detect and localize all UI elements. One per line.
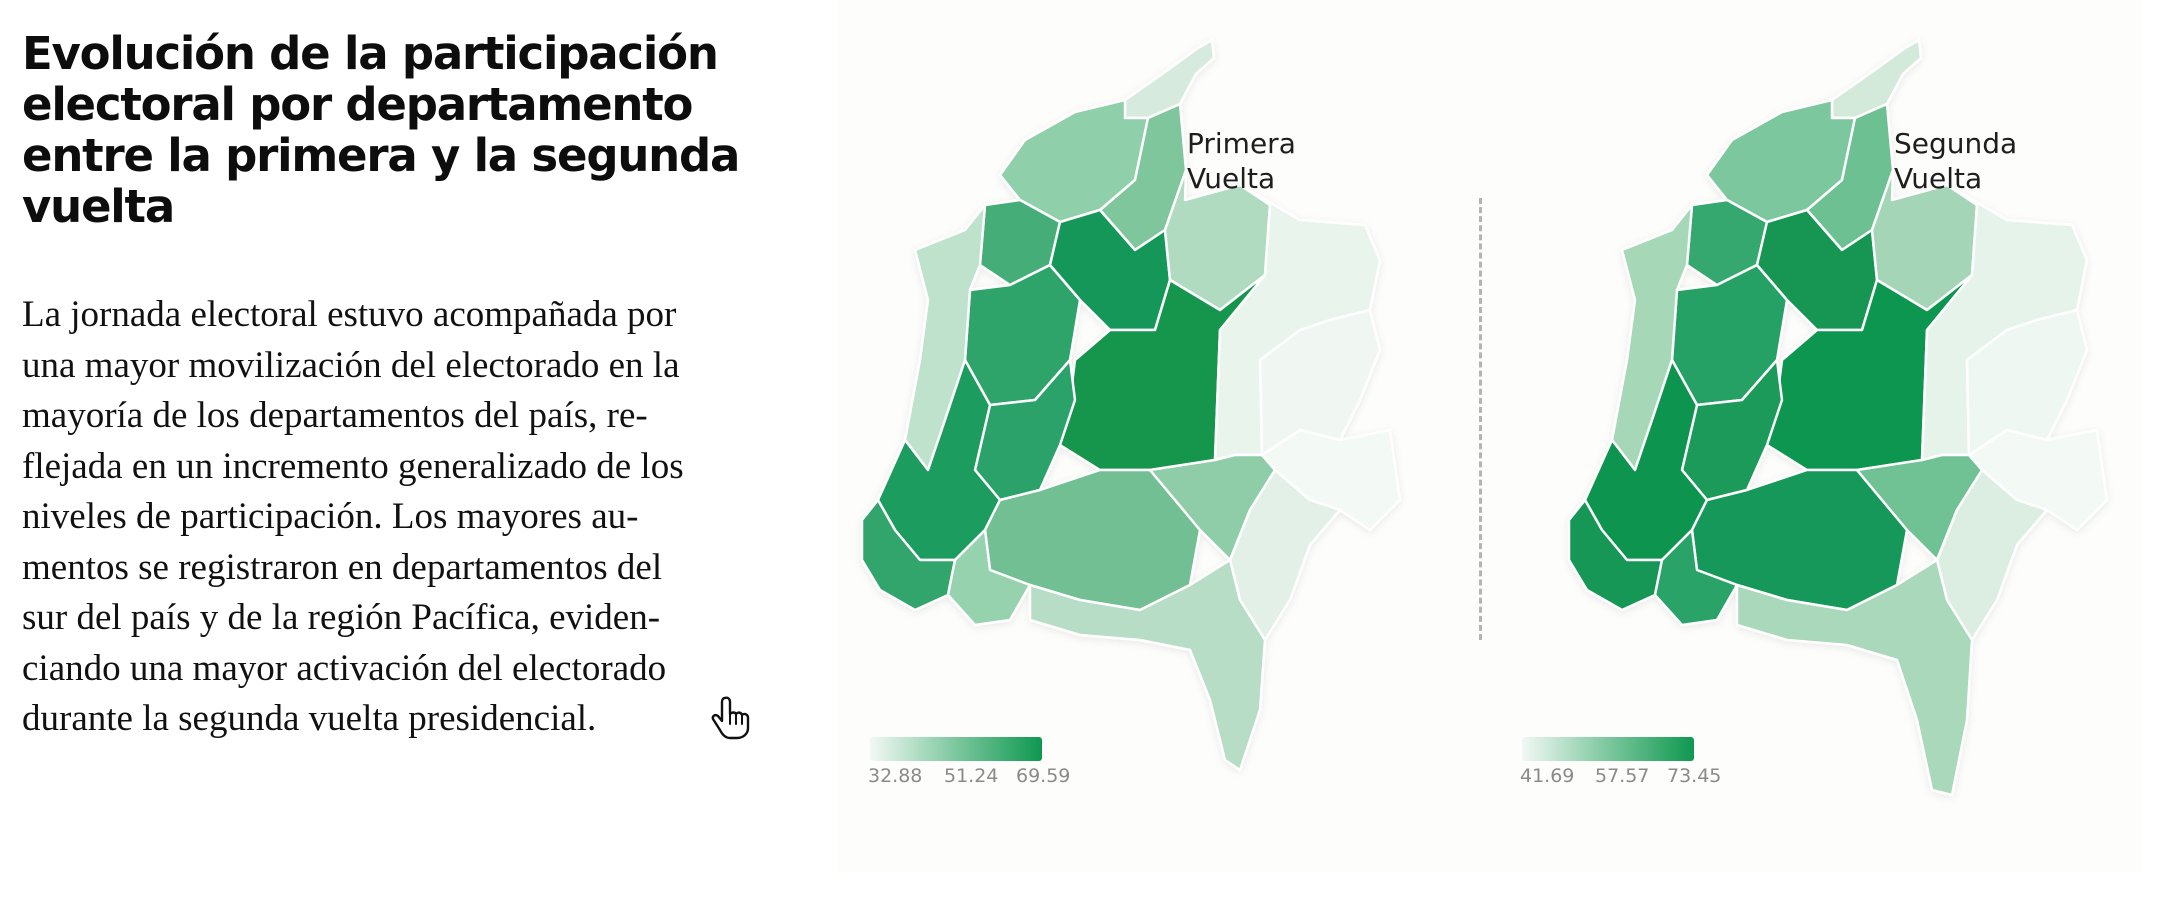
map-label-second-line1: Segunda bbox=[1894, 127, 2018, 160]
legend-first-max: 69.59 bbox=[1016, 765, 1071, 787]
region-amazonas bbox=[1028, 558, 1267, 772]
map-label-first-line2: Vuelta bbox=[1187, 162, 1276, 195]
map-divider bbox=[1479, 198, 1482, 640]
paragraph-line: flejada en un incremento generalizado de… bbox=[22, 445, 684, 487]
map-label-second: Segunda Vuelta bbox=[1894, 126, 2017, 196]
region-narino bbox=[1567, 498, 1664, 612]
article-title: Evolución de la participación electoral … bbox=[22, 27, 740, 233]
paragraph-line: ciando una mayor activación del electora… bbox=[22, 647, 667, 689]
region-putumayo bbox=[946, 528, 1032, 627]
paragraph-line: durante la segunda vuelta presidencial. bbox=[22, 698, 597, 739]
paragraph-line: sur del país y de la región Pacífica, ev… bbox=[22, 597, 661, 638]
paragraph-line: niveles de participación. Los mayores au… bbox=[22, 496, 639, 537]
region-putumayo bbox=[1653, 528, 1739, 627]
region-guajira bbox=[1123, 38, 1216, 120]
map-label-first: Primera Vuelta bbox=[1187, 126, 1296, 196]
region-amazonas bbox=[1735, 558, 1974, 797]
legend-second-mid: 57.57 bbox=[1595, 765, 1650, 787]
legend-bar-second bbox=[1522, 737, 1694, 761]
region-narino bbox=[860, 498, 957, 612]
legend-second-max: 73.45 bbox=[1667, 765, 1722, 787]
hand-pointer-icon bbox=[711, 696, 750, 740]
legend-bar-first bbox=[870, 737, 1042, 761]
legend-first-mid: 51.24 bbox=[944, 765, 999, 787]
map-label-second-line2: Vuelta bbox=[1894, 162, 1983, 195]
paragraph-line: La jornada electoral estuvo acompañada p… bbox=[22, 294, 677, 335]
map-second-round bbox=[1567, 38, 2109, 797]
paragraph-line: mentos se registraron en departamentos d… bbox=[22, 546, 663, 588]
legend-first-min: 32.88 bbox=[868, 765, 923, 787]
region-vichada-east bbox=[1258, 308, 1382, 457]
map-label-first-line1: Primera bbox=[1187, 127, 1296, 160]
map-first-round bbox=[860, 38, 1402, 772]
legend-second-min: 41.69 bbox=[1520, 765, 1575, 787]
region-vichada-east bbox=[1965, 308, 2089, 457]
region-guajira bbox=[1830, 38, 1923, 120]
paragraph-line: mayoría de los departamentos del país, r… bbox=[22, 395, 648, 436]
article-paragraph: La jornada electoral estuvo acompañada p… bbox=[22, 290, 792, 745]
paragraph-line: una mayor movilización del electorado en… bbox=[22, 344, 680, 386]
